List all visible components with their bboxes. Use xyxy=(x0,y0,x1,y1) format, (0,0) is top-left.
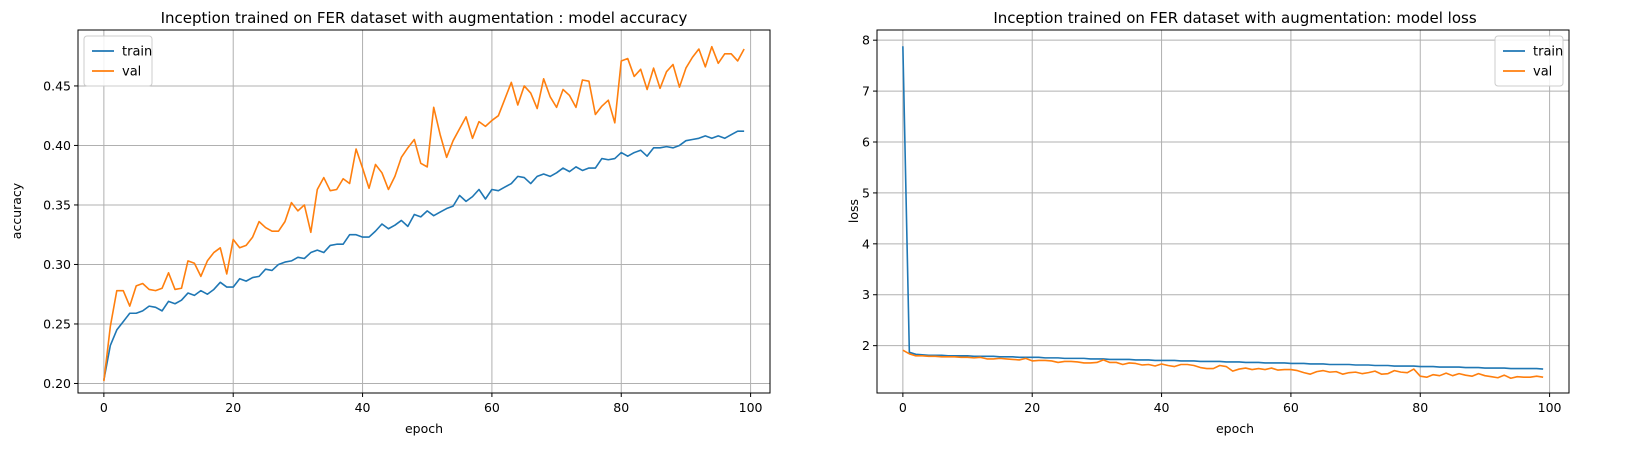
loss-legend-label-val: val xyxy=(1533,65,1552,80)
accuracy-y-tick-label: 0.40 xyxy=(43,138,71,153)
loss-y-tick-label: 4 xyxy=(862,236,870,251)
accuracy-legend-label-val: val xyxy=(122,65,141,80)
accuracy-lines xyxy=(103,45,745,382)
accuracy-val-line xyxy=(103,45,745,382)
accuracy-x-tick-label: 100 xyxy=(739,400,763,415)
loss-x-tick-label: 0 xyxy=(899,400,907,415)
loss-legend: train val xyxy=(1494,35,1564,87)
loss-x-label: epoch xyxy=(1216,421,1254,436)
loss-x-tick-label: 100 xyxy=(1538,400,1562,415)
loss-y-label: loss xyxy=(846,199,861,223)
accuracy-y-tick-label: 0.20 xyxy=(43,376,71,391)
accuracy-x-tick-label: 40 xyxy=(355,400,371,415)
accuracy-legend-box xyxy=(83,35,153,87)
accuracy-y-label: accuracy xyxy=(9,182,24,239)
accuracy-y-tick-label: 0.45 xyxy=(43,78,71,93)
accuracy-y-tick-label: 0.35 xyxy=(43,197,71,212)
loss-x-tick-label: 20 xyxy=(1024,400,1040,415)
loss-x-tick-label: 60 xyxy=(1283,400,1299,415)
loss-legend-label-train: train xyxy=(1533,45,1563,60)
accuracy-x-tick-label: 80 xyxy=(613,400,629,415)
loss-x-tick-label: 80 xyxy=(1412,400,1428,415)
accuracy-chart: Inception trained on FER dataset with au… xyxy=(9,9,771,436)
loss-y-tick-label: 7 xyxy=(862,84,870,99)
accuracy-axes-frame xyxy=(77,29,771,394)
loss-train-line xyxy=(902,46,1544,370)
accuracy-y-tick-label: 0.25 xyxy=(43,316,71,331)
accuracy-grid xyxy=(78,30,770,393)
accuracy-x-tick-label: 0 xyxy=(100,400,108,415)
loss-y-tick-label: 3 xyxy=(862,287,870,302)
loss-chart: Inception trained on FER dataset with au… xyxy=(846,9,1570,436)
accuracy-x-label: epoch xyxy=(405,421,443,436)
loss-y-tick-label: 5 xyxy=(862,185,870,200)
loss-lines xyxy=(902,46,1544,380)
loss-x-tick-label: 40 xyxy=(1154,400,1170,415)
accuracy-y-ticks: 0.20 0.25 0.30 0.35 0.40 0.45 xyxy=(43,78,78,391)
accuracy-x-tick-label: 20 xyxy=(225,400,241,415)
loss-axes-frame xyxy=(876,29,1570,394)
accuracy-y-tick-label: 0.30 xyxy=(43,257,71,272)
loss-val-line xyxy=(902,349,1544,380)
loss-chart-title: Inception trained on FER dataset with au… xyxy=(993,9,1477,27)
loss-y-tick-label: 6 xyxy=(862,135,870,150)
loss-grid xyxy=(877,30,1569,393)
loss-x-ticks: 0 20 40 60 80 100 xyxy=(899,393,1562,415)
accuracy-legend: train val xyxy=(83,35,153,87)
loss-y-tick-label: 8 xyxy=(862,33,870,48)
accuracy-legend-label-train: train xyxy=(122,45,152,60)
loss-y-tick-label: 2 xyxy=(862,338,870,353)
loss-legend-box xyxy=(1494,35,1564,87)
accuracy-x-tick-label: 60 xyxy=(484,400,500,415)
accuracy-chart-title: Inception trained on FER dataset with au… xyxy=(161,9,688,27)
loss-y-ticks: 2 3 4 5 6 7 8 xyxy=(862,33,877,353)
accuracy-train-line xyxy=(103,130,745,381)
accuracy-x-ticks: 0 20 40 60 80 100 xyxy=(100,393,763,415)
